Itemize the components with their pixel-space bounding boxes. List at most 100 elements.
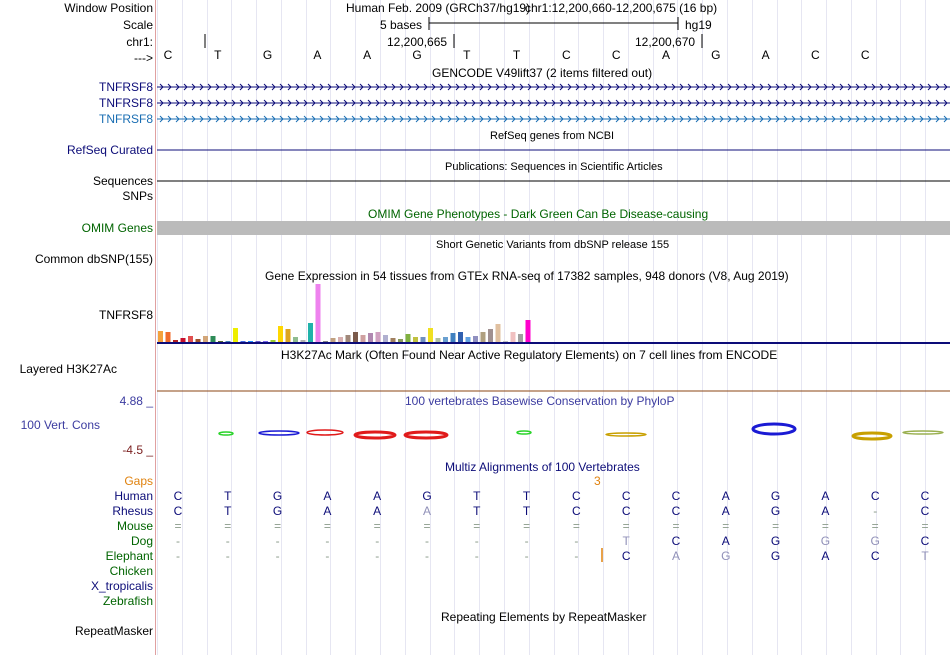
gtex-tissue-bar [413,337,418,342]
track-label-tnfrsf8-3[interactable]: TNFRSF8 [99,112,153,126]
alignment-base: - [275,549,280,563]
alignment-base: G [770,534,781,548]
gtex-tissue-bar [158,331,163,342]
track-label-omim[interactable]: OMIM Genes [81,221,153,235]
alignment-base: G [422,489,432,503]
alignment-base: G [820,534,831,548]
gtex-tissue-bar [435,338,441,342]
gtex-tissue-bar [525,320,531,342]
track-label-refseq[interactable]: RefSeq Curated [66,143,153,157]
gtex-tissue-bar [270,340,276,342]
genome-browser-image[interactable]: Human Feb. 2009 (GRCh37/hg19) chr1:12,20… [157,0,950,655]
gtex-tissue-bar [443,337,448,342]
track-label-vert-cons[interactable]: 100 Vert. Cons [20,418,100,432]
alignment-base: - [325,534,330,548]
multiz-title: Multiz Alignments of 100 Vertebrates [445,460,640,474]
alignment-base: A [373,504,382,518]
gtex-bars [158,284,531,342]
alignment-base: - [176,549,180,563]
alignment-base: = [373,519,381,533]
gtex-tissue-bar [518,334,523,342]
gtex-tissue-bar [495,324,501,342]
track-label-dbsnp[interactable]: Common dbSNP(155) [34,252,153,266]
alignment-base: A [323,504,332,518]
gtex-tissue-bar [315,284,321,342]
ruler-base: A [313,48,322,62]
scale-text: 5 bases [380,18,423,32]
track-label-h3k27ac[interactable]: Layered H3K27Ac [19,362,117,376]
alignment-base: A [373,489,382,503]
species-label-chicken[interactable]: Chicken [109,564,153,578]
alignment-base: = [572,519,580,533]
gtex-tissue-bar [405,334,411,342]
gtex-tissue-bar [465,337,471,342]
alignment-base: - [225,534,230,548]
gtex-tissue-bar [293,337,298,342]
alignment-base: - [425,549,429,563]
gtex-tissue-bar [210,336,216,342]
alignment-base: C [621,489,631,503]
alignment-base: G [272,489,283,503]
species-label-dog[interactable]: Dog [130,534,153,548]
track-labels: Window Position Scale chr1: ---> TNFRSF8… [0,0,153,655]
alignment-base: A [721,504,730,518]
track-label-snps[interactable]: SNPs [122,189,153,203]
ruler-base: T [512,48,521,62]
gtex-tissue-bar [233,328,238,342]
alignment-base: A [323,489,332,503]
alignment-base: A [422,504,431,518]
gtex-tissue-bar [338,337,343,342]
gtex-tissue-bar [218,341,223,342]
phylop-logo-glyph [605,432,647,437]
alignment-base: = [821,519,829,533]
scale-db: hg19 [685,18,712,32]
gtex-tissue-bar [480,332,486,342]
alignment-base: = [224,519,232,533]
species-label-rhesus[interactable]: Rhesus [112,504,153,518]
species-label-mouse[interactable]: Mouse [116,519,153,533]
phylop-logo-glyph [403,430,449,440]
track-label-sequences[interactable]: Sequences [92,174,153,188]
species-label-zebrafish[interactable]: Zebrafish [102,594,153,608]
phylop-logo-glyph [751,422,797,436]
alignment-base: C [920,534,930,548]
alignment-base: A [721,489,730,503]
alignment-base: A [721,534,730,548]
track-label-tnfrsf8-1[interactable]: TNFRSF8 [99,80,153,94]
alignment-base: G [721,549,731,563]
alignment-base: C [671,489,681,503]
track-label-tnfrsf8-2[interactable]: TNFRSF8 [99,96,153,110]
alignment-base: = [174,519,182,533]
gap-count: 3 [594,474,601,488]
alignment-base: C [920,504,930,518]
species-label-elephant[interactable]: Elephant [105,549,153,563]
gencode-title: GENCODE V49lift37 (2 items filtered out) [432,66,653,80]
gtex-tissue-bar [398,339,403,342]
track-label-repeatmasker[interactable]: RepeatMasker [74,624,153,638]
ruler-base: C [163,48,173,62]
alignment-base: T [224,489,232,503]
gtex-tissue-bar [330,338,336,342]
gtex-tissue-bar [308,323,313,342]
gtex-tissue-bar [240,341,246,342]
alignment-base: C [671,534,681,548]
phylop-max-label: 4.88 _ [119,394,153,408]
alignment-base: G [770,549,781,563]
gtex-tissue-bar [225,341,231,342]
gtex-tissue-bar [368,333,373,342]
dbsnp-title: Short Genetic Variants from dbSNP releas… [436,239,670,251]
track-label-gtex[interactable]: TNFRSF8 [99,308,153,322]
species-label-human[interactable]: Human [114,489,153,503]
track-label-gaps[interactable]: Gaps [124,474,153,488]
gtex-tissue-bar [390,338,396,342]
track-canvas [157,0,950,655]
alignment-base: = [523,519,531,533]
alignment-base: C [621,504,631,518]
alignment-base: T [622,534,630,548]
gtex-tissue-bar [323,341,328,342]
phylop-logo-glyph [258,430,300,436]
species-label-xtropicalis[interactable]: X_tropicalis [90,579,153,593]
alignment-base: - [375,534,380,548]
assembly-title: Human Feb. 2009 (GRCh37/hg19) [346,1,531,15]
gtex-tissue-bar [345,335,351,342]
